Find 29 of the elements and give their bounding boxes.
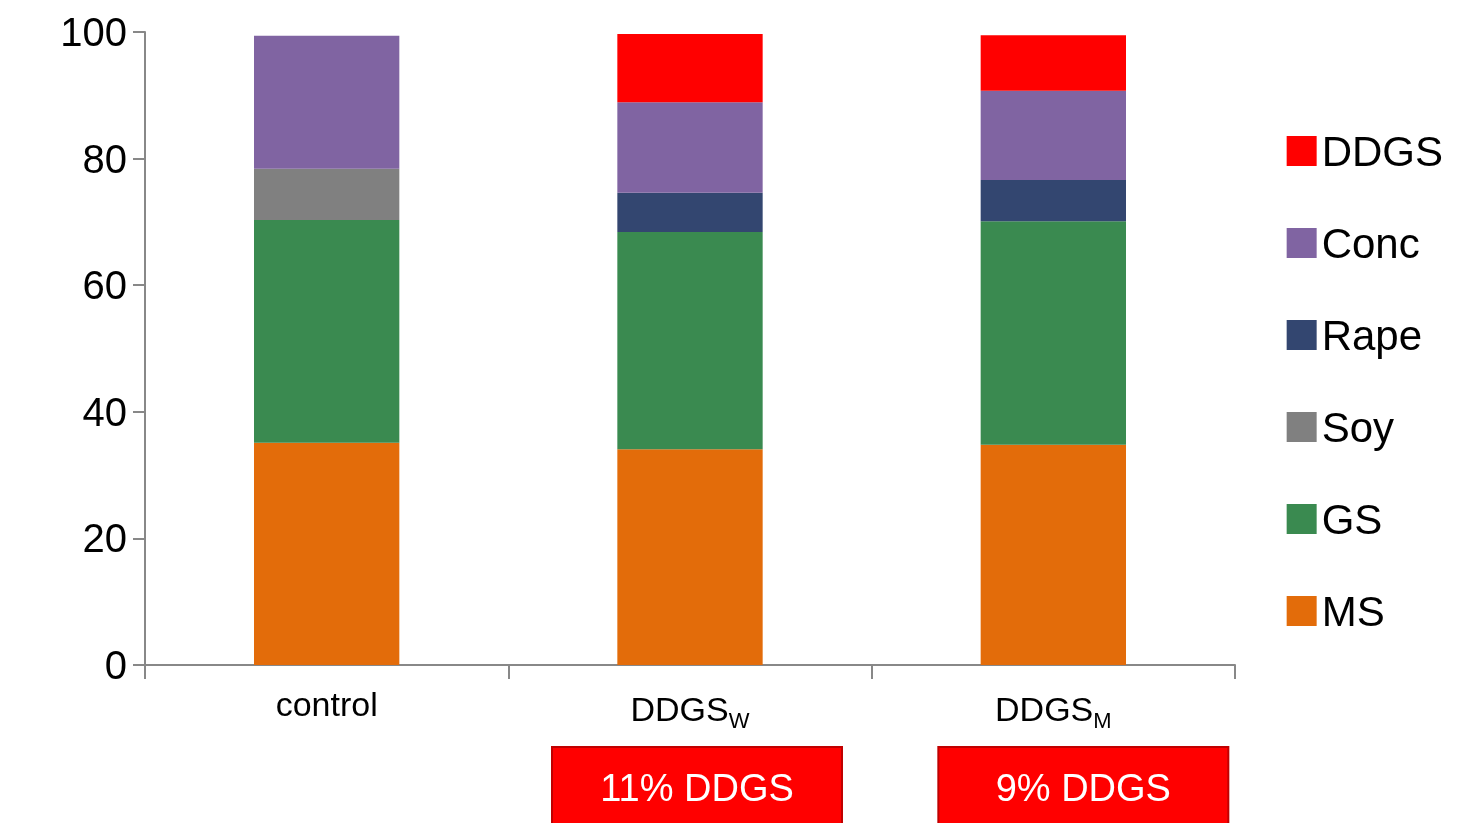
y-tick-label: 60 xyxy=(82,263,127,308)
legend-label: GS xyxy=(1321,495,1383,543)
bar xyxy=(980,35,1126,91)
y-tick-label: 0 xyxy=(104,643,127,687)
legend-label: Conc xyxy=(1321,219,1420,267)
bar xyxy=(254,220,400,443)
bar xyxy=(617,33,763,103)
bar xyxy=(980,444,1126,665)
bar xyxy=(617,102,763,193)
y-tick-label: 40 xyxy=(82,389,127,434)
legend-label: Rape xyxy=(1321,311,1423,359)
bar xyxy=(617,232,763,450)
text: 9% DDGS xyxy=(995,767,1171,809)
legend-label: MS xyxy=(1321,587,1385,635)
y-tick-label: 80 xyxy=(82,136,127,181)
bar xyxy=(980,221,1126,445)
bar xyxy=(980,180,1126,222)
y-tick-label: 100 xyxy=(60,10,127,54)
bar xyxy=(254,35,400,169)
bar xyxy=(617,192,763,233)
x-tick-label: control xyxy=(275,685,378,723)
text: 11% DDGS xyxy=(600,767,794,809)
bar xyxy=(980,90,1126,181)
bar xyxy=(254,168,400,220)
bar xyxy=(254,442,400,665)
y-tick-label: 20 xyxy=(82,516,127,561)
bar xyxy=(617,449,763,665)
legend-label: Soy xyxy=(1321,403,1395,451)
legend-label: DDGS xyxy=(1321,127,1444,175)
